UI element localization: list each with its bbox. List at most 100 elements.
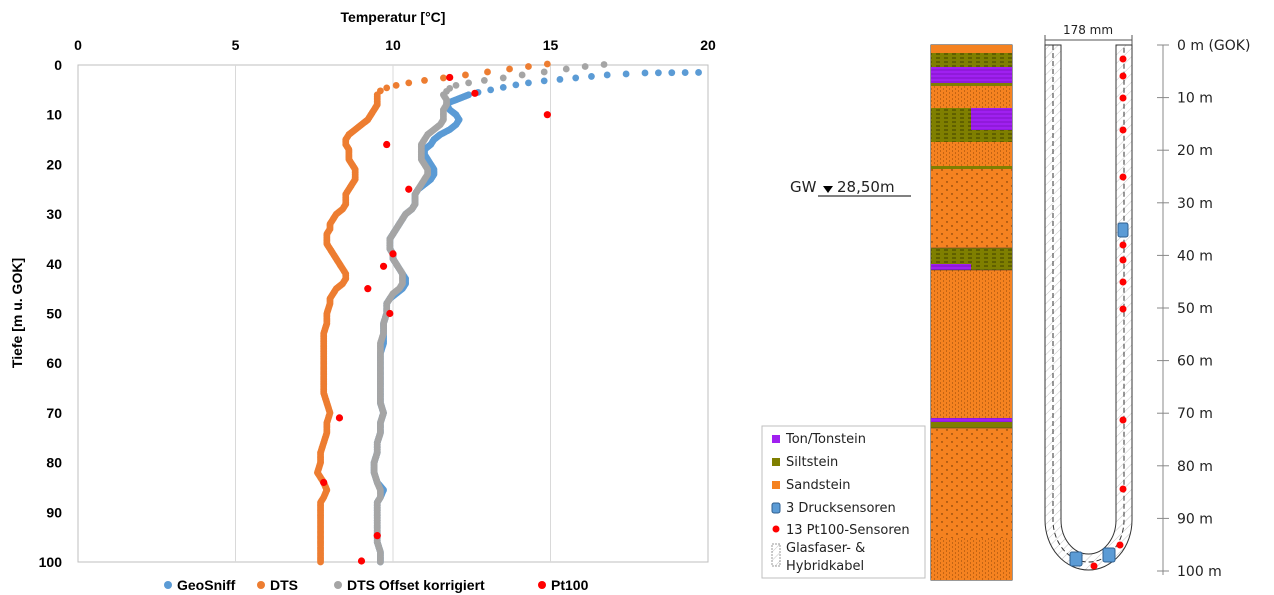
data-point [446, 73, 454, 82]
y-tick-label: 100 [39, 554, 63, 570]
pressure-sensor-icon [1102, 547, 1116, 563]
data-point [405, 185, 413, 193]
u-tube-probe [1044, 44, 1133, 571]
y-tick-label: 50 [46, 306, 62, 322]
pt100-sensor-icon [1119, 416, 1127, 424]
x-tick-label: 20 [700, 37, 716, 53]
depth-label: 30 m [1177, 196, 1213, 212]
y-tick-label: 80 [46, 455, 62, 471]
pt100-sensor-icon [1119, 173, 1127, 181]
x-tick-label: 0 [74, 37, 82, 53]
data-point [641, 69, 649, 77]
data-point [622, 70, 630, 78]
data-point [421, 77, 428, 84]
groundwater-triangle-icon [823, 186, 833, 193]
series-pt100 [320, 73, 551, 565]
svg-text:Sandstein: Sandstein [786, 478, 850, 493]
data-point [588, 73, 595, 80]
data-point [543, 60, 551, 68]
y-tick-label: 20 [46, 156, 62, 172]
chart-legend: GeoSniff DTS DTS Offset korrigiert Pt100 [164, 577, 589, 593]
depth-label: 20 m [1177, 143, 1213, 159]
data-point [654, 69, 662, 77]
data-point [373, 532, 381, 540]
data-point [603, 71, 611, 79]
data-point [562, 65, 570, 73]
svg-text:178 mm: 178 mm [1063, 23, 1113, 37]
pt100-sensor-icon [1119, 94, 1127, 102]
pt100-sensor-icon [1116, 541, 1124, 549]
pt100-sensor-icon [1119, 72, 1127, 80]
data-point [581, 63, 589, 70]
data-point [484, 68, 491, 76]
svg-text:3 Drucksensoren: 3 Drucksensoren [786, 501, 896, 516]
data-point [525, 63, 532, 70]
depth-label: 100 m [1177, 564, 1222, 580]
pt100-sensor-icon [1119, 55, 1127, 63]
svg-text:Hybridkabel: Hybridkabel [786, 559, 864, 574]
legend-marker-icon [334, 581, 342, 589]
data-point [392, 81, 400, 89]
pt100-sensor-icon [1090, 562, 1098, 570]
y-tick-labels: 0 10 20 30 40 50 60 70 80 90 100 [39, 57, 63, 570]
depth-label: 70 m [1177, 406, 1213, 422]
depth-label: 90 m [1177, 511, 1213, 527]
x-tick-label: 5 [232, 37, 240, 53]
data-point [462, 71, 469, 79]
data-point [471, 89, 479, 97]
data-point [506, 65, 513, 73]
pt100-sensor-icon [1119, 126, 1127, 134]
pressure-sensor-swatch-icon [771, 502, 781, 514]
legend-label: Pt100 [551, 577, 589, 593]
borehole-lithology-column [930, 44, 1013, 581]
svg-text:Glasfaser- &: Glasfaser- & [786, 541, 865, 556]
lithology-legend: Ton/Tonstein Siltstein Sandstein 3 Druck… [761, 425, 926, 579]
data-point [499, 74, 507, 82]
data-point [377, 558, 384, 566]
data-point [317, 558, 324, 566]
data-point [556, 76, 564, 83]
x-tick-label: 10 [385, 37, 401, 53]
y-tick-label: 70 [46, 405, 62, 421]
pt100-sensor-icon [1119, 305, 1127, 313]
data-point [572, 74, 580, 82]
data-point [320, 478, 328, 487]
data-point [540, 68, 548, 76]
data-point [512, 81, 520, 89]
data-point [364, 285, 372, 293]
data-point [386, 309, 394, 318]
depth-label: 60 m [1177, 354, 1213, 370]
pt100-sensor-icon [1119, 256, 1127, 264]
silt-swatch-icon [772, 458, 780, 466]
svg-text:28,50m: 28,50m [837, 178, 895, 196]
svg-text:Ton/Tonstein: Ton/Tonstein [785, 432, 866, 447]
svg-text:Siltstein: Siltstein [786, 455, 838, 470]
width-dimension: 178 mm [1044, 23, 1133, 45]
data-series [314, 60, 702, 566]
depth-label: 80 m [1177, 459, 1213, 475]
cable-swatch-icon [771, 543, 781, 567]
legend-marker-icon [538, 581, 546, 589]
data-point [681, 69, 689, 76]
data-point [525, 79, 532, 87]
x-tick-labels: 0 5 10 15 20 [74, 37, 716, 53]
depth-scale: 0 m (GOK) 10 m 20 m 30 m 40 m 50 m 60 m 70 m 80 … [1157, 38, 1250, 580]
series-dts [314, 60, 551, 566]
y-tick-label: 60 [46, 355, 62, 371]
data-point [600, 61, 608, 68]
data-point [695, 69, 702, 76]
ton-swatch-icon [772, 435, 780, 443]
pt100-sensor-icon [1119, 278, 1127, 286]
data-point [543, 111, 551, 119]
data-point [389, 250, 397, 258]
legend-marker-icon [257, 581, 265, 589]
y-tick-label: 0 [54, 57, 62, 73]
y-tick-label: 10 [46, 107, 62, 123]
svg-text:13 Pt100-Sensoren: 13 Pt100-Sensoren [786, 523, 910, 538]
legend-label: DTS Offset korrigiert [347, 577, 485, 593]
legend-label: DTS [270, 577, 298, 593]
svg-text:GW: GW [790, 178, 817, 196]
data-point [379, 262, 388, 270]
pressure-sensor-icon [1069, 551, 1083, 567]
